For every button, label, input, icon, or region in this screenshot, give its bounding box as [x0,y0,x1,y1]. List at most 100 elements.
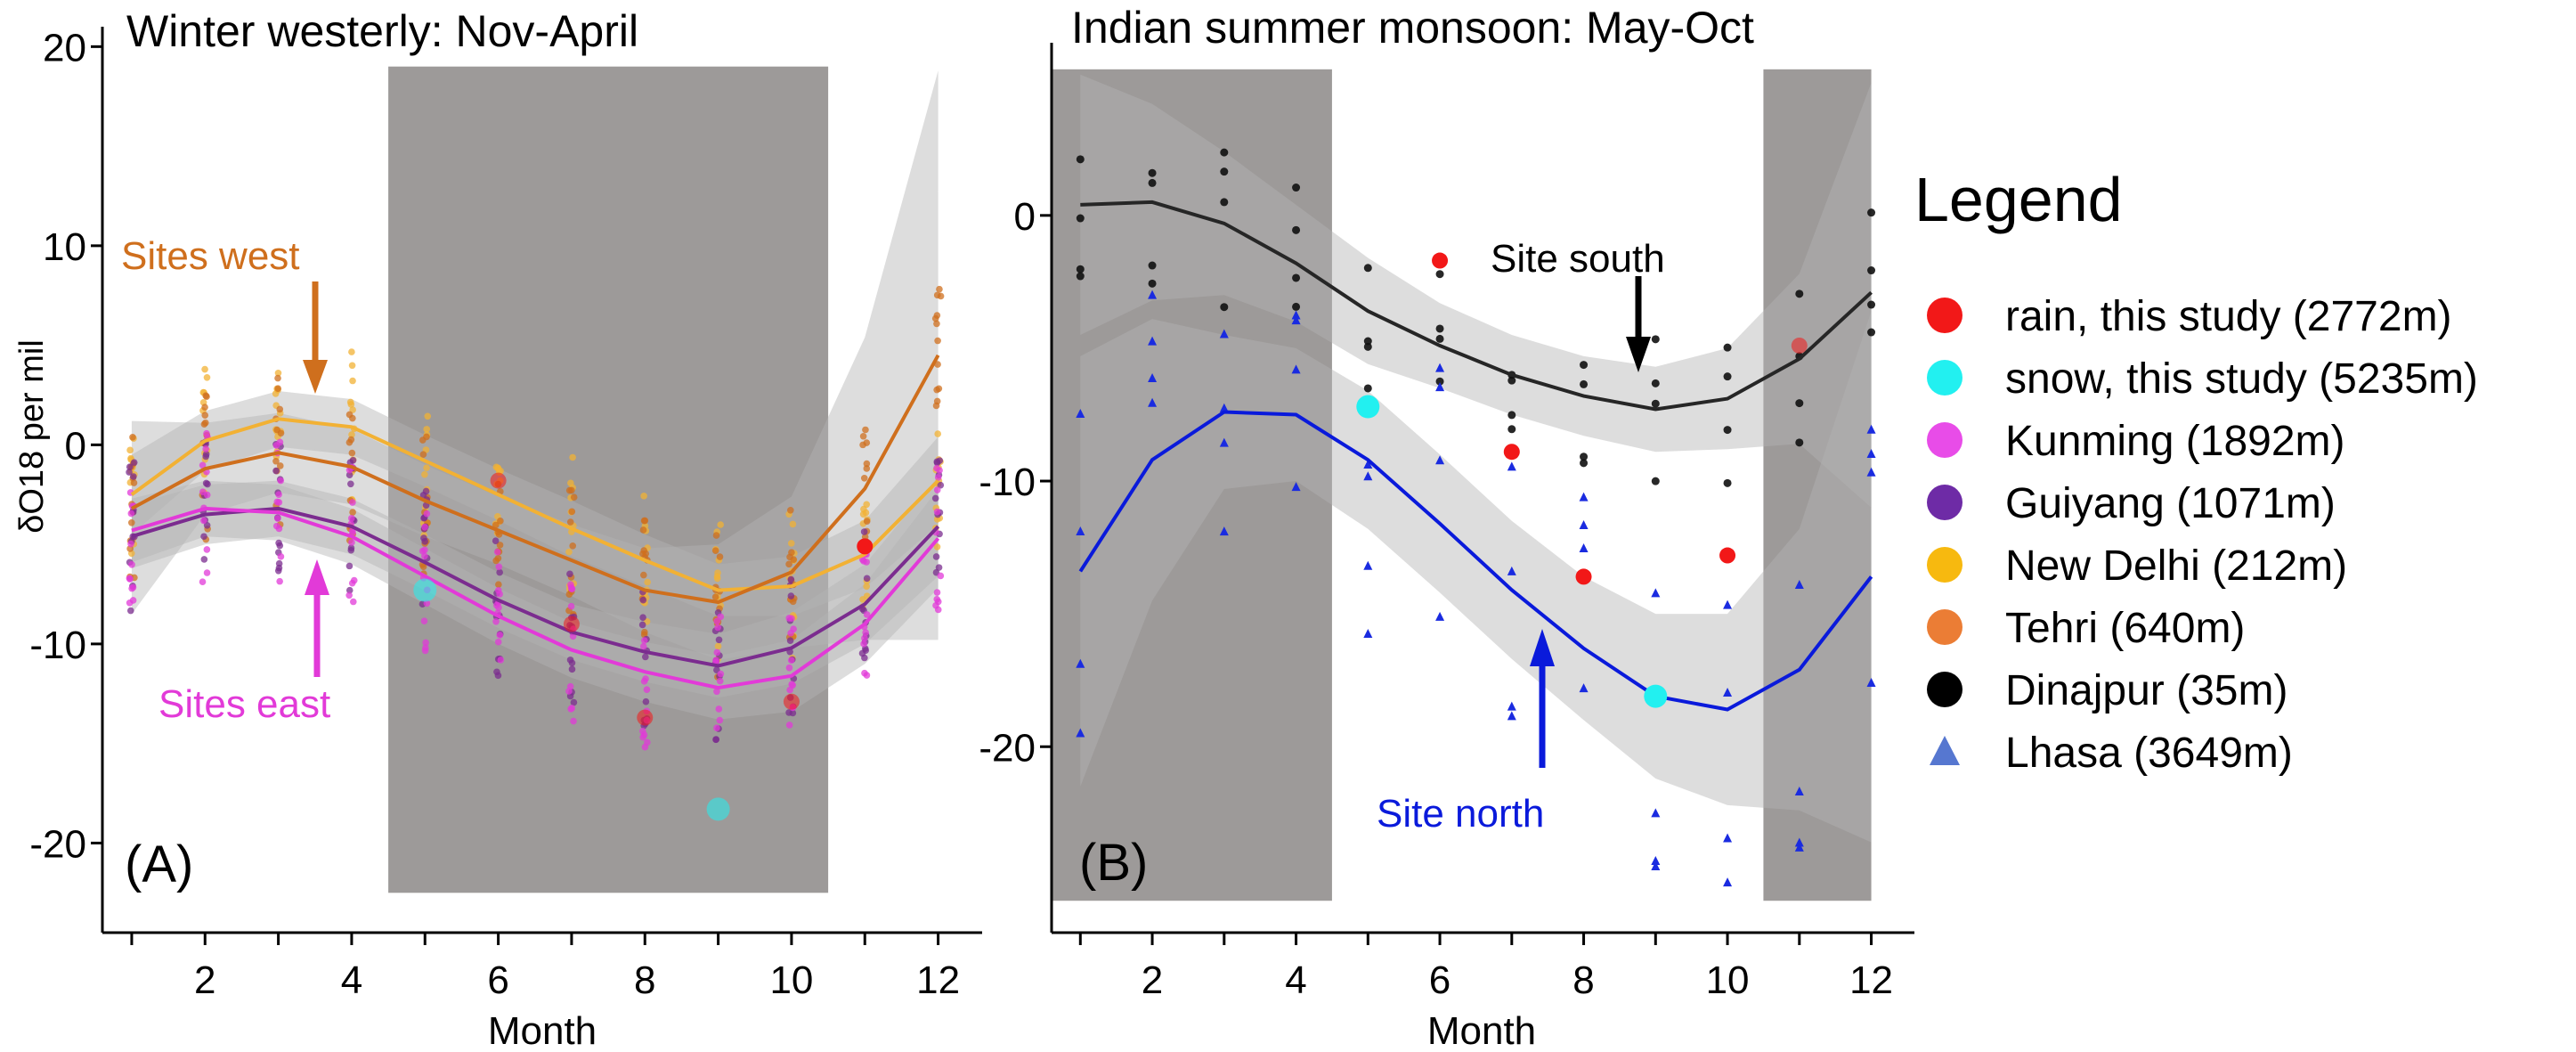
panel-b-title: Indian summer monsoon: May-Oct [1071,3,1754,53]
observation-point [785,560,792,568]
observation-point [568,508,576,516]
observation-point [202,392,209,399]
observation-point [274,515,281,522]
observation-point [1507,461,1516,471]
panel-a-this-study-points [413,472,874,821]
observation-point [1292,273,1301,282]
observation-point [1076,214,1085,223]
x-tick-label: 8 [634,958,655,1002]
y-tick-label: -10 [29,624,86,667]
observation-point [638,621,646,629]
observation-point [570,698,578,706]
observation-point [1363,264,1372,273]
observation-point [714,569,721,576]
observation-point [1076,265,1085,273]
x-tick-label: 2 [194,958,215,1002]
observation-point [568,659,576,667]
observation-point [639,550,646,558]
rain-this-study-point [637,709,654,726]
legend-swatch [1927,422,1962,458]
confidence-band-lhasa-trend [1080,311,1872,843]
observation-point [275,525,283,533]
observation-point [863,559,870,566]
legend-item-label: Tehri (640m) [2005,605,2245,652]
observation-point [933,543,941,550]
observation-point [786,637,794,644]
observation-point [423,464,430,472]
observation-point [1076,658,1085,668]
observation-point [128,584,135,592]
observation-point [277,553,285,560]
observation-point [863,575,871,583]
observation-point [492,617,500,625]
observation-point [933,458,941,466]
panel-a-title: Winter westerly: Nov-April [126,6,638,56]
observation-point [1507,701,1516,711]
panel-b-label: (B) [1079,834,1148,892]
observation-point [858,649,866,657]
observation-point [642,697,650,705]
observation-point [1076,272,1085,281]
observation-point [1148,290,1158,299]
legend-items: rain, this study (2772m) snow, this study… [1927,293,2478,777]
x-tick-label: 10 [769,958,813,1002]
observation-point [272,457,280,465]
observation-point [933,291,941,299]
observation-point [785,709,792,716]
observation-point [1866,677,1876,687]
x-tick-label: 10 [1706,958,1750,1002]
observation-point [1435,324,1444,333]
sites-west-label: Sites west [121,234,300,278]
observation-point [1076,526,1085,536]
observation-point [932,601,939,609]
legend-swatch [1927,672,1962,707]
observation-point [1220,198,1229,207]
observation-point [860,528,868,535]
confidence-band-new-delhi-trend [131,391,939,616]
observation-point [1220,167,1229,176]
observation-point [1723,599,1733,609]
observation-point [1651,477,1660,485]
observation-point [717,670,725,678]
observation-point [787,540,795,547]
observation-point [569,542,577,550]
legend-swatch [1927,485,1962,520]
observation-point [493,548,501,556]
observation-point [350,598,357,606]
observation-point [348,539,355,546]
x-tick-label: 4 [341,958,362,1002]
observation-point [349,414,356,422]
observation-point [496,591,503,598]
observation-point [1219,437,1229,447]
observation-point [933,508,941,516]
observation-point [272,467,280,475]
snow-this-study-point [413,578,437,602]
season-shaded-region [388,66,829,893]
observation-point [421,538,428,545]
observation-point [860,640,867,648]
observation-point [1148,336,1158,346]
observation-point [1651,335,1660,344]
observation-point [712,532,720,539]
observation-point [716,677,724,685]
observation-point [1723,688,1733,697]
observation-point [273,426,280,434]
observation-point [1794,579,1804,589]
observation-point [1580,379,1589,388]
legend-swatch [1927,547,1962,583]
observation-point [1579,492,1589,502]
observation-point [863,518,871,526]
observation-point [1291,315,1301,325]
observation-point [714,624,721,632]
snow-this-study-point [706,797,730,821]
site-north-label: Site north [1377,792,1544,836]
season-shaded-region [1052,69,1332,901]
observation-point [1723,877,1733,887]
rain-this-study-point [1503,444,1520,461]
observation-point [202,451,210,458]
observation-point [1435,334,1444,343]
observation-point [1148,261,1157,270]
y-tick-label: 20 [43,26,86,69]
observation-point [933,589,941,596]
observation-point [1723,833,1733,843]
